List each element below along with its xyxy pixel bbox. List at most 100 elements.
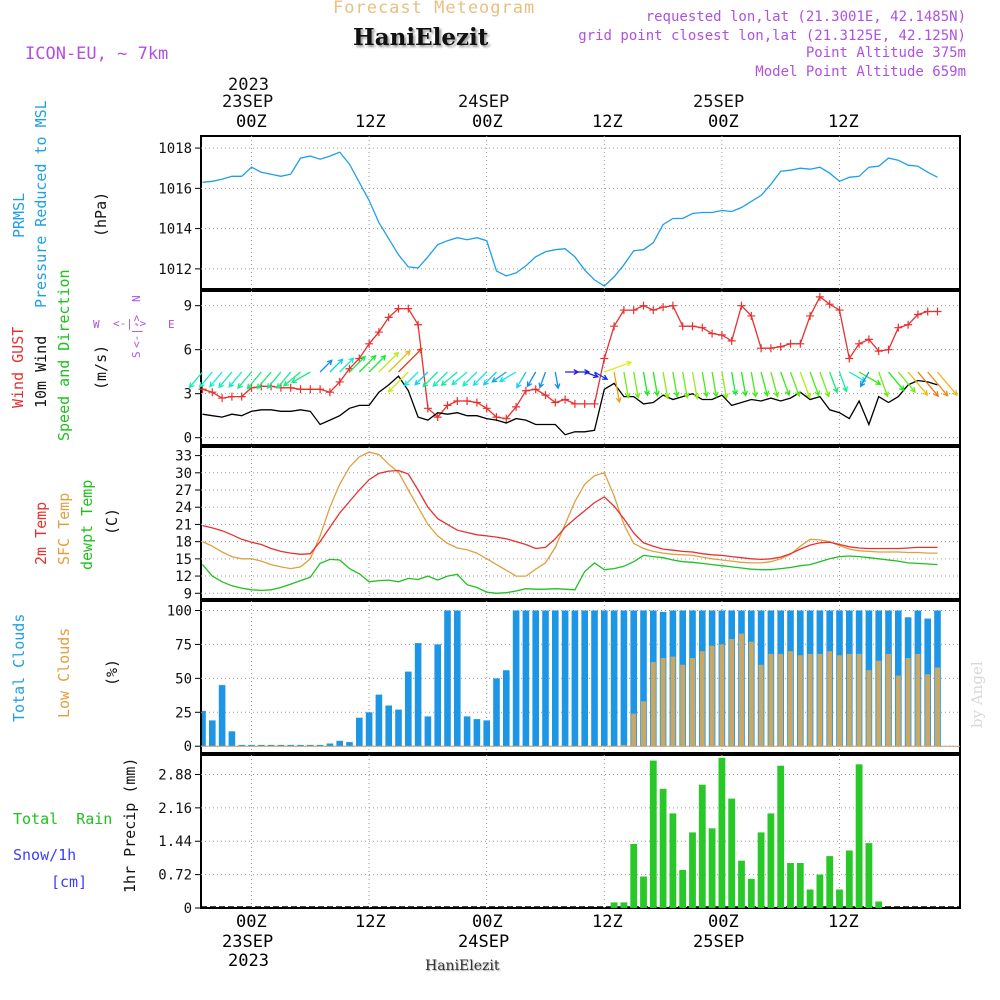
- low-cloud-bar: [827, 651, 833, 747]
- low-cloud-bar: [895, 675, 901, 747]
- compass-south-label: S: [130, 351, 143, 358]
- wind-sd-label: Speed and Direction: [55, 269, 73, 441]
- y-tick-label: 1.44: [158, 834, 192, 850]
- total-cloud-bar: [434, 644, 441, 747]
- wind-direction-arrow: [613, 371, 622, 404]
- wind-direction-arrow: [422, 371, 439, 388]
- wind-direction-arrow: [276, 371, 292, 390]
- precip-panel-frame: [200, 754, 961, 909]
- top-year-label: 2023: [228, 75, 269, 95]
- total-rain-label: Total Rain: [13, 810, 113, 828]
- wind-direction-arrow: [888, 371, 905, 392]
- total-cloud-bar: [522, 610, 530, 747]
- low-cloud-bar: [660, 658, 666, 747]
- wind-direction-arrow: [662, 371, 670, 400]
- low-cloud-bar: [641, 701, 646, 747]
- wind-direction-arrow: [462, 371, 478, 387]
- precip-bar: [826, 856, 834, 908]
- wind-direction-arrow: [633, 371, 641, 399]
- gust-marker: [335, 377, 344, 386]
- y-tick-label: 9: [184, 299, 192, 315]
- wind-direction-arrow: [750, 371, 758, 398]
- gust-marker: [659, 303, 668, 312]
- wind-direction-arrow: [198, 371, 213, 388]
- wind-direction-arrow: [682, 371, 690, 399]
- wind-direction-arrow: [819, 371, 831, 398]
- low-cloud-bar: [886, 653, 891, 747]
- gust-marker: [237, 392, 246, 401]
- wind-direction-arrow: [398, 347, 423, 373]
- wind-direction-arrow: [780, 371, 791, 397]
- wind-direction-arrow: [498, 371, 517, 382]
- total-cloud-bar: [346, 742, 353, 747]
- compass-west-label: W: [93, 318, 100, 331]
- low-cloud-bar: [846, 653, 852, 747]
- gust-marker: [286, 383, 295, 392]
- wind-direction-arrow: [584, 371, 600, 379]
- wind-direction-arrow: [218, 371, 233, 389]
- precip-bar: [767, 813, 775, 908]
- wind-direction-arrow: [907, 371, 929, 397]
- total-cloud-bar: [532, 610, 539, 747]
- wind-direction-arrow: [594, 371, 609, 380]
- precip-bar: [640, 876, 647, 908]
- bottom-date-25sep: 25SEP: [693, 932, 745, 952]
- temp-panel-frame: [200, 446, 961, 600]
- total-cloud-bar: [454, 610, 461, 747]
- top-date-23sep: 23SEP: [222, 92, 274, 112]
- gust-marker: [365, 339, 374, 348]
- y-tick-label: 75: [175, 637, 192, 653]
- gust-marker: [600, 354, 609, 363]
- clouds-panel-frame: [200, 600, 961, 754]
- wind-gust-label: Wind GUST: [9, 326, 27, 408]
- wind-direction-arrow: [858, 371, 882, 385]
- wind-direction-arrow: [472, 371, 488, 387]
- wind-direction-arrow: [237, 371, 252, 390]
- gust-marker: [433, 413, 442, 422]
- top-hour-5: 12Z: [828, 112, 859, 132]
- snow-cm-label: [cm]: [51, 873, 88, 891]
- gust-marker: [884, 345, 893, 354]
- total-cloud-bar: [375, 694, 383, 747]
- total-cloud-bar: [620, 610, 628, 747]
- precip-bar: [865, 843, 873, 908]
- watermark: by Angel: [968, 661, 986, 728]
- wind-direction-arrow: [604, 360, 633, 373]
- gust-marker: [796, 339, 805, 348]
- total-cloud-bar: [630, 610, 637, 747]
- y-tick-label: 30: [175, 466, 192, 482]
- top-hour-4: 00Z: [708, 112, 739, 132]
- total-cloud-bar: [395, 709, 402, 747]
- gust-marker: [737, 301, 746, 310]
- gust-marker: [904, 320, 913, 329]
- total-cloud-bar: [287, 744, 294, 747]
- precip-bar: [747, 878, 755, 908]
- gust-marker: [227, 392, 236, 401]
- low-cloud-bar: [856, 653, 862, 747]
- precip-bar: [728, 798, 736, 908]
- precip-bar: [738, 860, 745, 908]
- precip-bar: [777, 765, 785, 908]
- total-cloud-bar: [326, 743, 334, 747]
- total-cloud-bar: [316, 744, 324, 747]
- top-date-25sep: 25SEP: [693, 92, 745, 112]
- gust-marker: [541, 391, 550, 400]
- wind-direction-arrow: [838, 371, 848, 393]
- total-cloud-bar: [571, 610, 579, 747]
- wind-direction-arrow: [937, 371, 958, 397]
- gust-marker: [443, 401, 452, 410]
- model-name: ICON-EU, ~ 7km: [25, 44, 169, 64]
- total-clouds-label: Total Clouds: [10, 613, 28, 722]
- low-cloud-bar: [876, 660, 882, 747]
- bottom-year-label: 2023: [228, 951, 269, 971]
- precip-bar: [649, 760, 657, 908]
- top-hour-1: 12Z: [355, 112, 386, 132]
- snow-label: Snow/1h: [13, 846, 77, 864]
- wind-direction-arrow: [339, 357, 355, 373]
- precip-bar: [659, 788, 667, 908]
- y-tick-label: 1016: [158, 181, 192, 197]
- wind-gust-line: [202, 295, 938, 420]
- precip-bar: [630, 844, 638, 908]
- low-cloud-bar: [866, 670, 872, 747]
- point-altitude: Point Altitude 375m: [805, 45, 966, 61]
